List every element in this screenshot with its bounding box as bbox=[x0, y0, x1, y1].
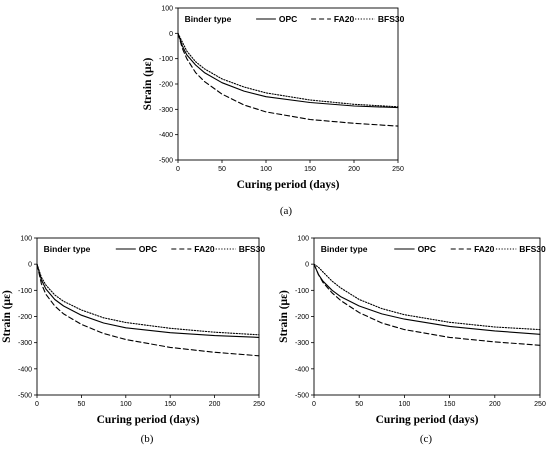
x-tick-label: 50 bbox=[218, 166, 226, 173]
x-tick-label: 250 bbox=[253, 401, 265, 408]
legend-label-fa20: FA20 bbox=[194, 244, 215, 254]
y-tick-label: -400 bbox=[159, 132, 173, 139]
y-tick-label: -200 bbox=[295, 314, 309, 321]
legend-title: Binder type bbox=[185, 14, 232, 24]
panel-caption: (a) bbox=[280, 205, 293, 217]
panel-caption: (b) bbox=[141, 433, 154, 445]
x-tick-label: 100 bbox=[120, 401, 132, 408]
plot-frame bbox=[177, 7, 399, 161]
y-tick-label: 0 bbox=[28, 262, 32, 269]
legend-label-opc: OPC bbox=[139, 244, 157, 254]
y-tick-label: -100 bbox=[159, 56, 173, 63]
y-tick-label: -500 bbox=[295, 393, 309, 400]
x-tick-label: 200 bbox=[209, 401, 221, 408]
y-tick-label: -200 bbox=[18, 314, 32, 321]
panel-caption: (c) bbox=[420, 433, 433, 445]
y-axis-title: Strain (με) bbox=[1, 290, 13, 343]
series-line-fa20 bbox=[313, 263, 541, 346]
legend-label-fa20: FA20 bbox=[334, 14, 355, 24]
y-tick-label: -200 bbox=[159, 82, 173, 89]
x-tick-label: 100 bbox=[260, 166, 272, 173]
y-tick-label: -100 bbox=[18, 288, 32, 295]
y-tick-label: -100 bbox=[295, 288, 309, 295]
legend-label-opc: OPC bbox=[418, 244, 436, 254]
x-tick-label: 150 bbox=[304, 166, 316, 173]
legend-label-bfs30: BFS30 bbox=[519, 244, 546, 254]
series-line-opc bbox=[36, 263, 260, 338]
y-axis-title: Strain (με) bbox=[142, 58, 154, 111]
series-line-bfs30 bbox=[177, 32, 399, 108]
x-tick-label: 0 bbox=[176, 166, 180, 173]
y-tick-label: 100 bbox=[20, 236, 32, 243]
x-tick-label: 100 bbox=[399, 401, 411, 408]
x-tick-label: 0 bbox=[35, 401, 39, 408]
y-tick-label: -300 bbox=[18, 340, 32, 347]
x-tick-label: 150 bbox=[164, 401, 176, 408]
y-tick-label: -500 bbox=[159, 158, 173, 165]
y-tick-label: 100 bbox=[297, 236, 309, 243]
x-axis-title: Curing period (days) bbox=[376, 414, 479, 426]
x-tick-label: 50 bbox=[78, 401, 86, 408]
legend-label-bfs30: BFS30 bbox=[239, 244, 266, 254]
legend-label-bfs30: BFS30 bbox=[378, 14, 405, 24]
legend-title: Binder type bbox=[321, 244, 368, 254]
series-line-fa20 bbox=[177, 32, 399, 127]
x-tick-label: 50 bbox=[355, 401, 363, 408]
x-axis-title: Curing period (days) bbox=[237, 179, 340, 191]
y-tick-label: -400 bbox=[295, 366, 309, 373]
y-tick-label: 0 bbox=[305, 262, 309, 269]
plot-frame bbox=[313, 237, 541, 396]
y-tick-label: -300 bbox=[295, 340, 309, 347]
legend-label-opc: OPC bbox=[279, 14, 297, 24]
chart-panel-1: 0 50 100 150 200 250 -500 -400 -300 -200 -100 0 100 C… bbox=[142, 6, 405, 218]
x-tick-label: 200 bbox=[489, 401, 501, 408]
x-tick-label: 150 bbox=[444, 401, 456, 408]
x-tick-label: 0 bbox=[312, 401, 316, 408]
y-tick-label: 100 bbox=[161, 6, 173, 13]
series-line-bfs30 bbox=[36, 263, 260, 336]
y-tick-label: 0 bbox=[169, 31, 173, 38]
plot-frame bbox=[36, 237, 260, 396]
y-tick-label: -400 bbox=[18, 366, 32, 373]
x-tick-label: 250 bbox=[534, 401, 546, 408]
chart-panel-2: 0 50 100 150 200 250 -500 -400 -300 -200 -100 0 100 C… bbox=[1, 236, 265, 446]
legend-title: Binder type bbox=[44, 244, 91, 254]
series-line-fa20 bbox=[36, 263, 260, 357]
series-line-bfs30 bbox=[313, 263, 541, 331]
legend-label-fa20: FA20 bbox=[474, 244, 495, 254]
y-tick-label: -300 bbox=[159, 107, 173, 114]
series-line-opc bbox=[313, 263, 541, 335]
y-tick-label: -500 bbox=[18, 393, 32, 400]
x-axis-title: Curing period (days) bbox=[97, 414, 200, 426]
x-tick-label: 250 bbox=[392, 166, 404, 173]
series-line-opc bbox=[177, 32, 399, 109]
chart-panel-3: 0 50 100 150 200 250 -500 -400 -300 -200 -100 0 100 C… bbox=[278, 236, 546, 446]
x-tick-label: 200 bbox=[348, 166, 360, 173]
y-axis-title: Strain (με) bbox=[278, 290, 290, 343]
